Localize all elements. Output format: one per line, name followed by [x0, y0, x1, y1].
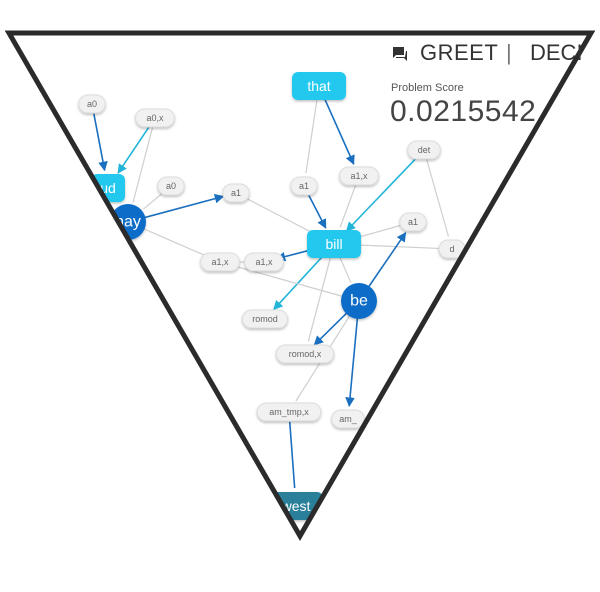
edge-that-a1x_right: [324, 98, 355, 165]
node-shape: [292, 72, 346, 100]
edge-a0_mid-nay: [142, 191, 164, 210]
node-label: am_tmp,x: [269, 407, 309, 417]
node-romod[interactable]: romod: [242, 309, 288, 329]
node-a1_left[interactable]: a1: [222, 183, 250, 203]
node-label: romod,x: [289, 349, 322, 359]
node-a0_mid[interactable]: a0: [157, 176, 185, 196]
node-label: a1: [408, 217, 418, 227]
node-label: bill: [325, 236, 342, 252]
edge-det-d_edge: [426, 159, 450, 237]
node-shape: [407, 140, 441, 160]
node-det[interactable]: det: [407, 140, 441, 160]
node-label: a1,x: [255, 257, 273, 267]
edge-a0x_top-nay: [132, 127, 154, 203]
node-shape: [275, 344, 335, 364]
chat-icon: [390, 44, 410, 64]
node-shape: [242, 309, 288, 329]
node-shape: [399, 212, 427, 232]
node-shape: [200, 252, 240, 272]
node-label: a1,x: [350, 171, 368, 181]
node-shape: [244, 252, 284, 272]
node-label: det: [418, 145, 431, 155]
node-shape: [157, 176, 185, 196]
node-shape: [290, 176, 318, 196]
node-shape: [307, 230, 361, 258]
tab-greet[interactable]: GREET: [420, 40, 499, 65]
problem-score-value: 0.0215542: [390, 95, 537, 128]
problem-score-label: Problem Score: [391, 82, 464, 94]
node-a1_center[interactable]: a1: [290, 176, 318, 196]
node-shape: [341, 283, 377, 319]
node-shape: [339, 166, 379, 186]
node-label: ud: [100, 180, 116, 196]
edge-bill-d_edge: [348, 244, 440, 250]
node-label: a1,x: [211, 257, 229, 267]
node-shape: [222, 183, 250, 203]
node-label: a1: [299, 181, 309, 191]
edge-a0_top-ud: [93, 113, 108, 172]
node-label: a0: [87, 99, 97, 109]
edge-bill-romodx: [307, 257, 331, 342]
node-shape: [256, 402, 322, 422]
edge-amtmpx-west: [288, 421, 296, 489]
node-shape: [78, 94, 106, 114]
edge-be-arg: [345, 317, 359, 408]
node-a1_right[interactable]: a1: [399, 212, 427, 232]
node-label: a0: [166, 181, 176, 191]
edge-that-a1_center: [305, 100, 318, 174]
node-a1x_mid[interactable]: a1,x: [244, 252, 284, 272]
node-a1x_low[interactable]: a1,x: [200, 252, 240, 272]
edges-layer: [93, 98, 450, 489]
node-a0_top[interactable]: a0: [78, 94, 106, 114]
node-label: d: [449, 244, 454, 254]
edge-nay-a1_left: [143, 193, 225, 219]
node-label: a1: [231, 188, 241, 198]
node-label: a0,x: [146, 113, 164, 123]
edge-be-a1_right: [367, 231, 407, 289]
edge-bill-be: [339, 256, 352, 283]
node-romodx[interactable]: romod,x: [275, 344, 335, 364]
node-bill[interactable]: bill: [307, 230, 361, 258]
tab-next[interactable]: DECI: [530, 40, 583, 65]
edge-nay-a1x_low: [142, 227, 209, 258]
edge-a1_center-bill: [307, 194, 327, 229]
edge-a0x_top-ud: [117, 125, 151, 174]
node-label: that: [307, 78, 330, 94]
triangle-frame: [4, 30, 596, 541]
edge-a1_left-bill: [244, 197, 319, 237]
node-a1x_right[interactable]: a1,x: [339, 166, 379, 186]
node-amtmpx[interactable]: am_tmp,x: [256, 402, 322, 422]
node-that[interactable]: that: [292, 72, 346, 100]
edge-a1x_right-bill: [339, 185, 357, 228]
node-label: romod: [252, 314, 278, 324]
node-a0x_top[interactable]: a0,x: [135, 108, 175, 128]
node-shape: [135, 108, 175, 128]
edge-bill-romod: [273, 254, 325, 311]
node-label: am_: [339, 414, 358, 424]
node-shape: [331, 409, 365, 429]
edge-det-bill: [345, 156, 418, 232]
node-label: be: [350, 293, 368, 310]
node-be[interactable]: be: [341, 283, 377, 319]
tab-separator: |: [506, 40, 512, 65]
node-label: west: [281, 498, 311, 514]
edge-be-romodx: [313, 311, 348, 346]
node-arg[interactable]: am_: [331, 409, 365, 429]
